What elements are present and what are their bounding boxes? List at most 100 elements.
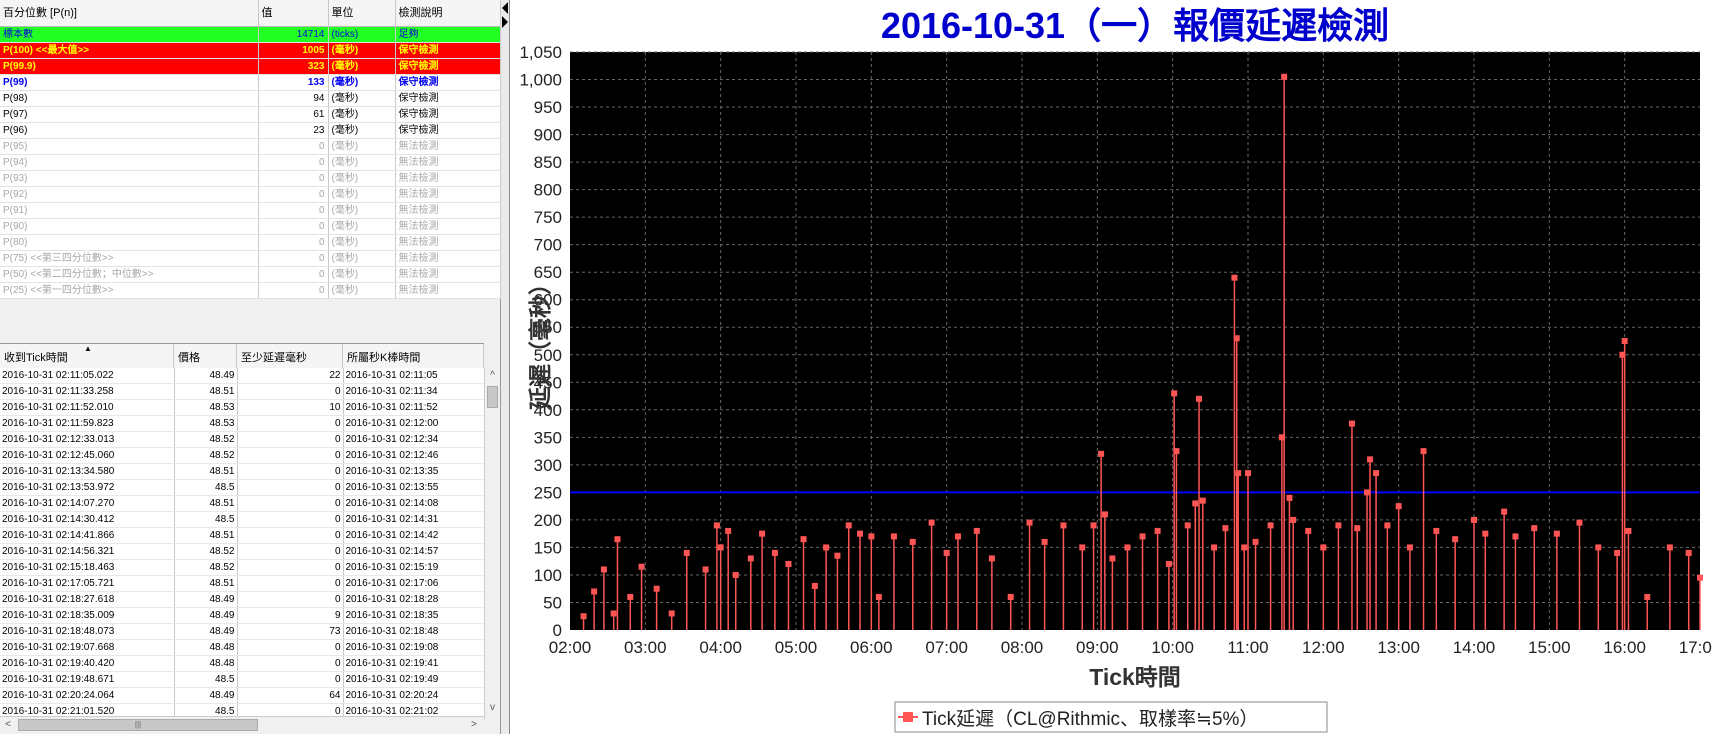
table-row[interactable]: 2016-10-31 02:19:40.420 48.48 0 2016-10-31 … xyxy=(0,655,485,672)
tick-min-delay: 10 xyxy=(237,399,344,416)
latency-chart: 2016-10-31（一）報價延遲檢測 0 50 100 150 200 250 300 350… xyxy=(510,0,1712,734)
scroll-left-icon[interactable]: < xyxy=(5,719,11,730)
percentile-row[interactable]: P(91) 0 (毫秒) 無法檢測 xyxy=(0,202,501,219)
percentile-row[interactable]: P(97) 61 (毫秒) 保守檢測 xyxy=(0,106,501,123)
table-row[interactable]: 2016-10-31 02:12:33.013 48.52 0 2016-10-31 … xyxy=(0,431,485,448)
latency-point xyxy=(1644,593,1651,600)
scroll-up-icon[interactable]: ^ xyxy=(490,370,495,381)
table-row[interactable]: 2016-10-31 02:18:48.073 48.49 73 2016-10-31… xyxy=(0,623,485,640)
tick-price: 48.51 xyxy=(174,383,238,400)
tick-price: 48.49 xyxy=(174,687,238,704)
percentile-name: P(75) <<第三四分位數>> xyxy=(0,250,259,267)
table-row[interactable]: 2016-10-31 02:11:59.823 48.53 0 2016-10-31 … xyxy=(0,415,485,432)
latency-point xyxy=(928,519,935,526)
percentile-value: 94 xyxy=(258,90,329,107)
table-row[interactable]: 2016-10-31 02:11:52.010 48.53 10 2016-10-31… xyxy=(0,399,485,416)
percentile-row[interactable]: P(94) 0 (毫秒) 無法檢測 xyxy=(0,154,501,171)
splitter[interactable] xyxy=(501,0,510,734)
percentile-row[interactable]: P(90) 0 (毫秒) 無法檢測 xyxy=(0,218,501,235)
y-tick-label: 850 xyxy=(534,153,562,172)
latency-point xyxy=(1235,470,1242,477)
percentile-header-3[interactable]: 檢測說明 xyxy=(395,0,501,27)
latency-point xyxy=(1139,533,1146,540)
table-row[interactable]: 2016-10-31 02:18:35.009 48.49 9 2016-10-31 … xyxy=(0,607,485,624)
table-row[interactable]: 2016-10-31 02:12:45.060 48.52 0 2016-10-31 … xyxy=(0,447,485,464)
percentile-unit: (毫秒) xyxy=(328,122,396,139)
scroll-right-icon[interactable]: > xyxy=(471,719,477,730)
table-row[interactable]: 2016-10-31 02:11:05.022 48.49 22 2016-10-31… xyxy=(0,368,485,384)
percentile-header-0[interactable]: 百分位數 [P(n)] xyxy=(0,0,259,27)
table-row[interactable]: 2016-10-31 02:13:34.580 48.51 0 2016-10-31 … xyxy=(0,463,485,480)
latency-point xyxy=(1625,527,1632,534)
column-header-min-delay[interactable]: 至少延遲毫秒 xyxy=(237,344,343,368)
percentile-note: 無法檢測 xyxy=(395,250,501,267)
tick-price: 48.51 xyxy=(174,575,238,592)
table-row[interactable]: 2016-10-31 02:14:56.321 48.52 0 2016-10-31 … xyxy=(0,543,485,560)
vertical-scroll-thumb[interactable] xyxy=(487,386,498,408)
table-row[interactable]: 2016-10-31 02:20:24.064 48.49 64 2016-10-31… xyxy=(0,687,485,704)
percentile-row[interactable]: P(50) <<第二四分位數；中位數>> 0 (毫秒) 無法檢測 xyxy=(0,266,501,283)
percentile-row[interactable]: P(100) <<最大值>> 1005 (毫秒) 保守檢測 xyxy=(0,42,501,59)
latency-point xyxy=(954,533,961,540)
table-row[interactable]: 2016-10-31 02:21:01.520 48.5 0 2016-10-31 0… xyxy=(0,703,485,720)
percentile-value: 0 xyxy=(258,154,329,171)
latency-point xyxy=(771,549,778,556)
tick-min-delay: 0 xyxy=(237,575,344,592)
tick-min-delay: 0 xyxy=(237,447,344,464)
collapse-left-icon[interactable] xyxy=(502,2,508,14)
percentile-row[interactable]: 標本數 14714 (ticks) 足夠 xyxy=(0,26,501,43)
percentile-row[interactable]: P(95) 0 (毫秒) 無法檢測 xyxy=(0,138,501,155)
tick-min-delay: 73 xyxy=(237,623,344,640)
latency-point xyxy=(725,527,732,534)
percentile-header-2[interactable]: 單位 xyxy=(328,0,396,27)
tick-bar-time: 2016-10-31 02:11:05 xyxy=(343,368,485,384)
percentile-row[interactable]: P(98) 94 (毫秒) 保守檢測 xyxy=(0,90,501,107)
table-row[interactable]: 2016-10-31 02:19:48.671 48.5 0 2016-10-31 0… xyxy=(0,671,485,688)
latency-point xyxy=(1286,494,1293,501)
percentile-row[interactable]: P(93) 0 (毫秒) 無法檢測 xyxy=(0,170,501,187)
percentile-row[interactable]: P(25) <<第一四分位數>> 0 (毫秒) 無法檢測 xyxy=(0,282,501,299)
expand-right-icon[interactable] xyxy=(502,16,508,28)
column-header-bar-time[interactable]: 所屬秒K棒時間 xyxy=(343,344,484,368)
column-header-receive-time[interactable]: 收到Tick時間 ▲ xyxy=(0,344,174,368)
tick-price: 48.49 xyxy=(174,591,238,608)
latency-point xyxy=(627,593,634,600)
horizontal-scrollbar[interactable]: < ||| > xyxy=(0,716,484,733)
latency-point xyxy=(1666,544,1673,551)
percentile-header-1[interactable]: 值 xyxy=(258,0,329,27)
percentile-row[interactable]: P(99.9) 323 (毫秒) 保守檢測 xyxy=(0,58,501,75)
table-row[interactable]: 2016-10-31 02:14:07.270 48.51 0 2016-10-31 … xyxy=(0,495,485,512)
scroll-down-icon[interactable]: v xyxy=(490,702,495,713)
tick-table: 2016-10-31 02:11:05.022 48.49 22 2016-10-31… xyxy=(0,368,485,720)
column-header-price[interactable]: 價格 xyxy=(174,344,237,368)
percentile-note: 無法檢測 xyxy=(395,138,501,155)
vertical-scrollbar[interactable]: ^ v xyxy=(484,368,500,716)
tick-price: 48.52 xyxy=(174,447,238,464)
table-row[interactable]: 2016-10-31 02:14:30.412 48.5 0 2016-10-31 0… xyxy=(0,511,485,528)
table-row[interactable]: 2016-10-31 02:11:33.258 48.51 0 2016-10-31 … xyxy=(0,383,485,400)
table-row[interactable]: 2016-10-31 02:15:18.463 48.52 0 2016-10-31 … xyxy=(0,559,485,576)
tick-min-delay: 0 xyxy=(237,559,344,576)
percentile-row[interactable]: P(75) <<第三四分位數>> 0 (毫秒) 無法檢測 xyxy=(0,250,501,267)
percentile-name: P(99) xyxy=(0,74,259,91)
latency-point xyxy=(1576,519,1583,526)
table-row[interactable]: 2016-10-31 02:18:27.618 48.49 0 2016-10-31 … xyxy=(0,591,485,608)
horizontal-scroll-thumb[interactable]: ||| xyxy=(18,719,258,731)
tick-min-delay: 0 xyxy=(237,463,344,480)
latency-point xyxy=(823,544,830,551)
percentile-row[interactable]: P(96) 23 (毫秒) 保守檢測 xyxy=(0,122,501,139)
table-row[interactable]: 2016-10-31 02:17:05.721 48.51 0 2016-10-31 … xyxy=(0,575,485,592)
latency-point xyxy=(1685,549,1692,556)
percentile-row[interactable]: P(92) 0 (毫秒) 無法檢測 xyxy=(0,186,501,203)
tick-bar-time: 2016-10-31 02:14:57 xyxy=(343,543,485,560)
table-row[interactable]: 2016-10-31 02:14:41.866 48.51 0 2016-10-31 … xyxy=(0,527,485,544)
percentile-name: P(91) xyxy=(0,202,259,219)
latency-point xyxy=(868,533,875,540)
latency-point xyxy=(1026,519,1033,526)
percentile-row[interactable]: P(99) 133 (毫秒) 保守檢測 xyxy=(0,74,501,91)
table-row[interactable]: 2016-10-31 02:13:53.972 48.5 0 2016-10-31 0… xyxy=(0,479,485,496)
percentile-row[interactable]: P(80) 0 (毫秒) 無法檢測 xyxy=(0,234,501,251)
table-row[interactable]: 2016-10-31 02:19:07.668 48.48 0 2016-10-31 … xyxy=(0,639,485,656)
percentile-unit: (毫秒) xyxy=(328,170,396,187)
latency-point xyxy=(591,588,598,595)
